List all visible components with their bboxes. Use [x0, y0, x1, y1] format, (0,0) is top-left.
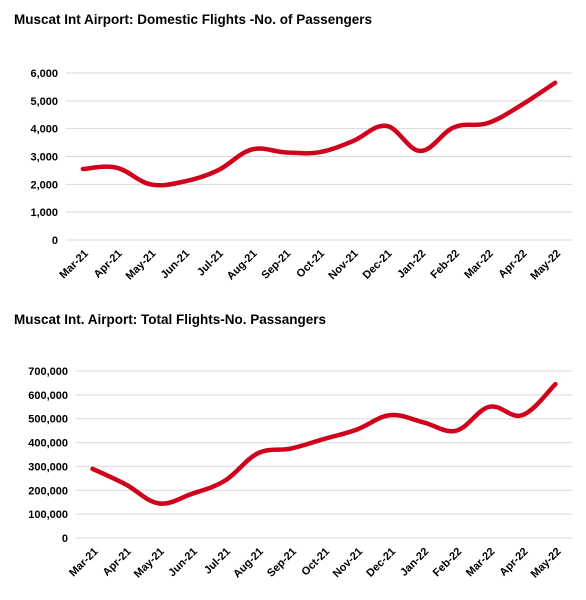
x-tick-label: Aug-21	[225, 248, 260, 283]
y-tick-label: 300,000	[28, 461, 68, 473]
total-passengers-chart: Muscat Int. Airport: Total Flights-No. P…	[0, 300, 586, 600]
x-tick-label: May-22	[529, 546, 564, 581]
y-tick-label: 700,000	[28, 366, 68, 378]
x-tick-label: Feb-22	[431, 546, 465, 580]
x-tick-label: Sep-21	[265, 546, 299, 580]
y-tick-label: 6,000	[30, 68, 58, 80]
x-tick-label: Mar-22	[464, 546, 498, 580]
x-tick-label: Apr-22	[496, 248, 529, 281]
x-tick-label: May-22	[528, 248, 563, 283]
x-tick-label: Dec-21	[364, 546, 398, 580]
x-tick-label: Jun-21	[166, 546, 200, 580]
x-tick-label: Apr-22	[497, 546, 530, 579]
x-tick-label: May-21	[124, 248, 159, 283]
x-tick-label: Sep-21	[259, 248, 293, 282]
x-tick-label: Apr-21	[101, 546, 134, 579]
series-line	[80, 80, 558, 188]
y-tick-label: 4,000	[30, 124, 58, 136]
x-tick-label: Mar-22	[462, 248, 496, 282]
domestic-passengers-chart: Muscat Int Airport: Domestic Flights -No…	[14, 12, 572, 283]
x-tick-label: Jul-21	[202, 546, 233, 577]
x-tick-label: Jan-22	[395, 248, 428, 281]
y-tick-label: 3,000	[30, 152, 58, 164]
x-tick-label: Oct-21	[294, 248, 327, 281]
y-tick-label: 100,000	[28, 509, 68, 521]
y-tick-label: 500,000	[28, 414, 68, 426]
y-tick-label: 400,000	[28, 438, 68, 450]
x-tick-label: Apr-21	[92, 248, 125, 281]
y-tick-label: 600,000	[28, 390, 68, 402]
x-tick-label: Aug-21	[231, 546, 266, 581]
chart-title: Muscat Int Airport: Domestic Flights -No…	[14, 12, 373, 27]
x-tick-label: Mar-21	[67, 546, 101, 580]
y-tick-label: 0	[62, 533, 68, 545]
chart-title: Muscat Int. Airport: Total Flights-No. P…	[14, 312, 327, 327]
x-tick-label: Nov-21	[326, 248, 360, 282]
series-line	[90, 381, 558, 506]
x-tick-label: May-21	[132, 546, 167, 581]
y-tick-label: 200,000	[28, 485, 68, 497]
y-tick-label: 5,000	[30, 96, 58, 108]
y-tick-label: 1,000	[30, 207, 58, 219]
y-tick-label: 2,000	[30, 179, 58, 191]
x-tick-label: Mar-21	[57, 248, 91, 282]
x-tick-label: Nov-21	[331, 546, 365, 580]
total-passengers-plot: 0 100,000 200,000 300,000 400,000 500,000 600,…	[28, 366, 572, 581]
x-tick-label: Dec-21	[361, 248, 395, 282]
x-tick-label: Jan-22	[398, 546, 431, 579]
x-tick-label: Jul-21	[195, 248, 226, 279]
x-tick-label: Oct-21	[299, 546, 332, 579]
x-tick-label: Jun-21	[159, 248, 193, 282]
y-tick-label: 0	[52, 235, 58, 247]
x-tick-label: Feb-22	[428, 248, 462, 282]
